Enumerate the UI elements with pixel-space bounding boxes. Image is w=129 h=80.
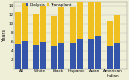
Bar	[77, 0, 83, 39]
Bar	[51, 46, 57, 69]
Bar	[107, 21, 113, 46]
Bar	[88, 1, 94, 39]
Legend: Dialysis, Transplant: Dialysis, Transplant	[25, 3, 72, 8]
Bar	[95, 0, 101, 36]
Bar	[33, 14, 39, 45]
Bar	[58, 43, 64, 69]
Bar	[95, 36, 101, 69]
Bar	[40, 6, 46, 42]
Bar	[58, 7, 64, 43]
Y-axis label: Years: Years	[2, 29, 7, 42]
Bar	[70, 7, 76, 43]
Bar	[51, 16, 57, 46]
Bar	[22, 3, 28, 41]
Bar	[70, 43, 76, 69]
Bar	[15, 12, 21, 44]
Bar	[15, 44, 21, 69]
Bar	[114, 15, 120, 43]
Bar	[33, 45, 39, 69]
Bar	[22, 41, 28, 69]
Bar	[77, 39, 83, 69]
Bar	[107, 46, 113, 69]
Bar	[40, 42, 46, 69]
Bar	[88, 39, 94, 69]
Bar	[114, 43, 120, 69]
